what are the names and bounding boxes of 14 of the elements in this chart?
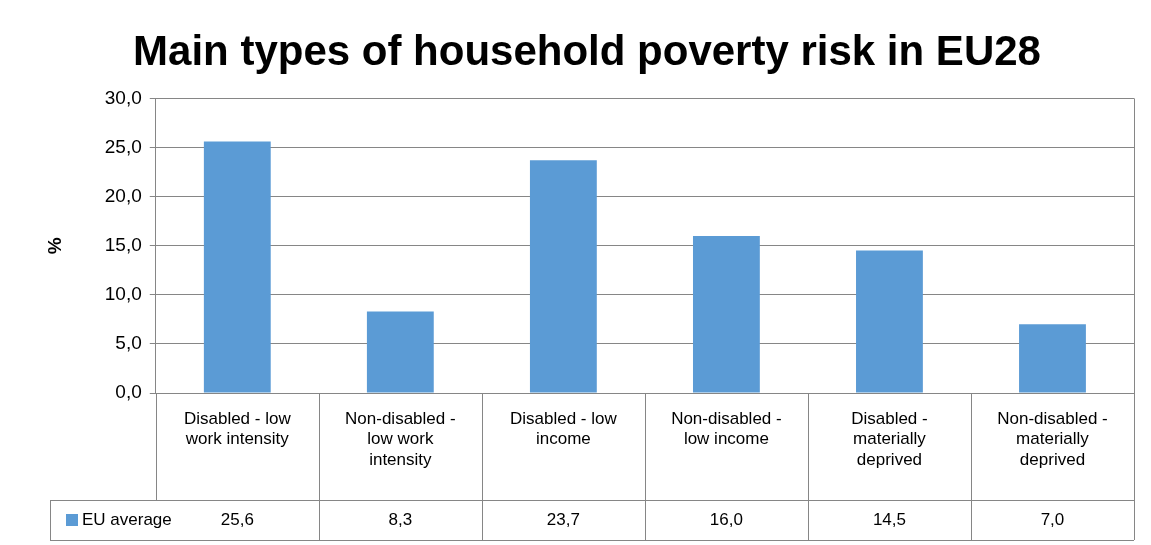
bar (203, 141, 271, 393)
bar (366, 311, 434, 393)
bar (692, 235, 760, 393)
bar (1019, 324, 1086, 393)
y-tick-label: 20,0 (104, 184, 142, 206)
y-tick-label: 10,0 (104, 283, 142, 305)
y-tick-label: 30,0 (104, 86, 142, 108)
y-tick-label: 25,0 (104, 135, 142, 157)
chart-title: Main types of household poverty risk in EU28 (133, 26, 1041, 74)
y-axis-title: % (43, 237, 65, 255)
y-tick-label: 5,0 (115, 332, 142, 354)
bar (856, 250, 923, 393)
bar (529, 160, 597, 393)
y-tick-label: 15,0 (104, 233, 142, 255)
